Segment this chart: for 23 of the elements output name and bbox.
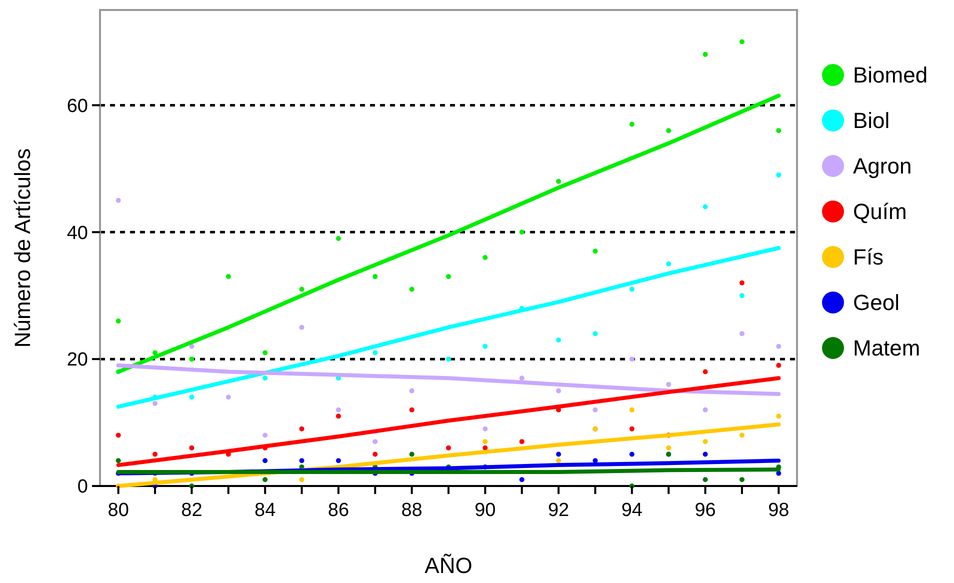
y-tick-label: 20 [66,350,88,371]
legend-label: Biol [853,108,890,134]
x-tick-label: 82 [181,500,202,521]
y-tick-label: 60 [66,96,88,117]
legend-label: Matem [853,336,920,361]
legend-label: Agron [853,154,912,179]
legend-label: Biomed [853,62,928,88]
y-axis-title: Número de Artículos [10,148,35,348]
legend-label: Geol [853,290,900,316]
x-tick-label: 92 [548,500,570,521]
x-tick-label: 84 [254,500,276,521]
x-tick-label: 96 [694,500,716,521]
y-tick-label: 0 [77,476,88,498]
legend-label: Quím [853,199,907,224]
x-tick-label: 90 [474,500,496,521]
x-tick-label: 94 [621,500,643,521]
x-tick-label: 98 [768,500,790,521]
legend-label: Fís [853,244,884,270]
x-tick-label: 86 [328,500,350,521]
x-tick-label: 80 [108,500,129,521]
x-tick-label: 88 [401,500,422,521]
y-tick-label: 40 [66,222,88,244]
x-axis-title: AÑO [424,553,472,578]
